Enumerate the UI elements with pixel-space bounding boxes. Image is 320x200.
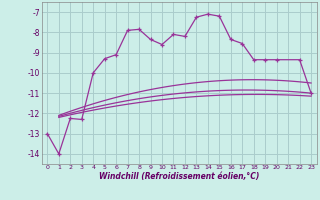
X-axis label: Windchill (Refroidissement éolien,°C): Windchill (Refroidissement éolien,°C) bbox=[99, 172, 260, 181]
